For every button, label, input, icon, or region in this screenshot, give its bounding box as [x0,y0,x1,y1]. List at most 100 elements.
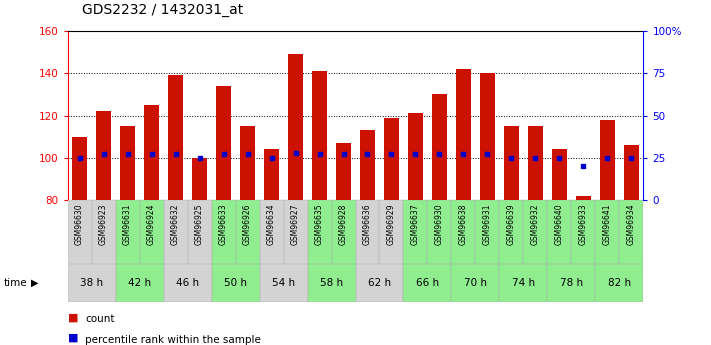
Bar [164,264,212,302]
Bar [552,149,567,200]
Text: GSM96934: GSM96934 [627,203,636,245]
Text: GSM96636: GSM96636 [363,203,372,245]
Text: GSM96933: GSM96933 [579,203,588,245]
Bar [408,114,423,200]
Text: count: count [85,314,114,324]
Bar [572,200,596,264]
Bar [404,264,451,302]
Text: 58 h: 58 h [320,278,343,288]
Bar [260,200,284,264]
Text: GSM96641: GSM96641 [603,203,612,245]
Text: ■: ■ [68,313,78,322]
Bar [260,264,307,302]
Text: GSM96639: GSM96639 [507,203,516,245]
Text: GSM96638: GSM96638 [459,203,468,245]
Bar [577,196,591,200]
Bar [432,95,447,200]
Bar [139,200,164,264]
Text: GSM96932: GSM96932 [531,203,540,245]
Bar [596,264,643,302]
Bar [193,158,207,200]
Bar [504,126,519,200]
Text: 38 h: 38 h [80,278,103,288]
Bar [547,264,596,302]
Bar [331,200,356,264]
Bar [216,86,231,200]
Text: GSM96923: GSM96923 [99,203,108,245]
Text: GSM96635: GSM96635 [315,203,324,245]
Bar [619,200,643,264]
Text: 50 h: 50 h [224,278,247,288]
Bar [68,200,92,264]
Text: GSM96929: GSM96929 [387,203,396,245]
Text: GSM96928: GSM96928 [339,203,348,245]
Text: 46 h: 46 h [176,278,199,288]
Text: GSM96633: GSM96633 [219,203,228,245]
Text: GSM96634: GSM96634 [267,203,276,245]
Bar [264,149,279,200]
Bar [212,264,260,302]
Bar [73,137,87,200]
Bar [144,105,159,200]
Bar [188,200,212,264]
Text: GSM96640: GSM96640 [555,203,564,245]
Bar [547,200,572,264]
Text: 54 h: 54 h [272,278,295,288]
Text: GDS2232 / 1432031_at: GDS2232 / 1432031_at [82,3,243,17]
Text: 70 h: 70 h [464,278,487,288]
Bar [235,200,260,264]
Text: GSM96931: GSM96931 [483,203,492,245]
Text: ■: ■ [68,333,78,343]
Bar [97,111,111,200]
Text: ▶: ▶ [31,278,38,288]
Bar [600,120,615,200]
Bar [68,264,115,302]
Bar [456,69,471,200]
Text: time: time [4,278,27,288]
Text: GSM96631: GSM96631 [123,203,132,245]
Bar [92,200,115,264]
Bar [164,200,188,264]
Text: GSM96637: GSM96637 [411,203,420,245]
Bar [356,200,380,264]
Bar [596,200,619,264]
Bar [404,200,427,264]
Bar [476,200,500,264]
Text: 82 h: 82 h [608,278,631,288]
Bar [308,200,331,264]
Text: 62 h: 62 h [368,278,391,288]
Bar [169,76,183,200]
Text: GSM96927: GSM96927 [291,203,300,245]
Bar [451,200,476,264]
Text: 78 h: 78 h [560,278,583,288]
Bar [360,130,375,200]
Bar [312,71,327,200]
Text: 74 h: 74 h [512,278,535,288]
Text: percentile rank within the sample: percentile rank within the sample [85,335,261,345]
Bar [500,264,547,302]
Bar [523,200,547,264]
Text: GSM96924: GSM96924 [147,203,156,245]
Bar [289,54,303,200]
Bar [481,73,495,200]
Text: GSM96930: GSM96930 [435,203,444,245]
Text: GSM96632: GSM96632 [171,203,180,245]
Text: GSM96926: GSM96926 [243,203,252,245]
Bar [284,200,308,264]
Bar [356,264,404,302]
Bar [115,264,164,302]
Bar [240,126,255,200]
Bar [624,145,638,200]
Bar [115,200,139,264]
Text: GSM96925: GSM96925 [195,203,204,245]
Bar [528,126,542,200]
Bar [212,200,235,264]
Bar [500,200,523,264]
Bar [308,264,356,302]
Bar [336,143,351,200]
Text: GSM96630: GSM96630 [75,203,84,245]
Text: 66 h: 66 h [416,278,439,288]
Text: 42 h: 42 h [128,278,151,288]
Bar [451,264,499,302]
Bar [427,200,451,264]
